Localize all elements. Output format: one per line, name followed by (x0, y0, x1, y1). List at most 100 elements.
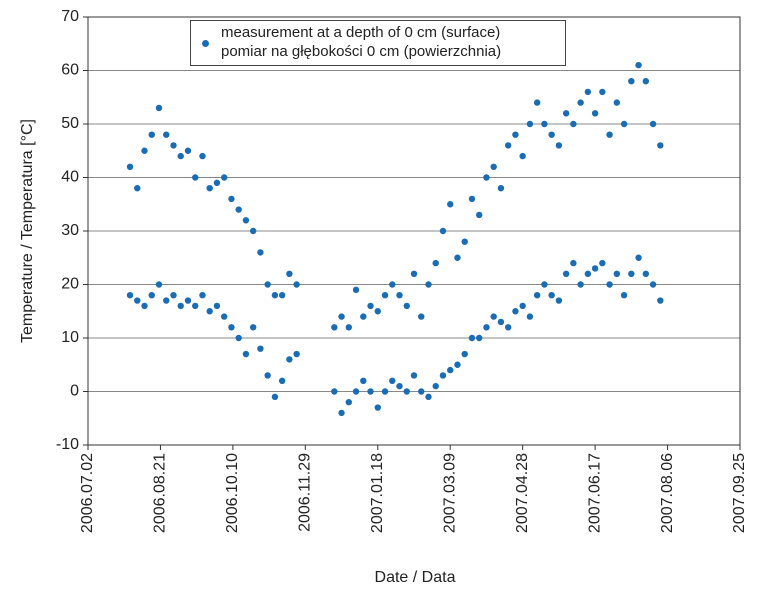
data-point (331, 388, 338, 395)
data-point (360, 313, 367, 320)
data-point (599, 88, 606, 96)
data-point (425, 281, 432, 288)
data-point (331, 324, 338, 331)
x-tick-label: 2007.09.25 (731, 453, 748, 533)
x-tick-label: 2007.01.18 (369, 453, 386, 533)
data-point (228, 195, 235, 203)
data-point (606, 281, 613, 288)
data-point (628, 270, 635, 277)
data-point (257, 345, 264, 352)
data-point (548, 292, 555, 299)
data-point (155, 104, 163, 112)
data-point (134, 297, 141, 304)
data-point (367, 302, 374, 310)
data-point (613, 270, 621, 277)
data-point (352, 286, 360, 294)
plot-frame (87, 16, 741, 446)
data-point (389, 377, 396, 384)
data-point (381, 388, 389, 395)
data-point (533, 292, 541, 299)
data-point (570, 259, 577, 267)
data-point (620, 120, 628, 128)
y-tick-label: 60 (61, 62, 79, 79)
data-point (126, 163, 134, 170)
data-point (562, 270, 570, 277)
data-point (657, 297, 664, 304)
data-point (541, 281, 548, 288)
y-tick-label: 20 (61, 276, 79, 293)
data-point (584, 270, 592, 277)
data-point (418, 313, 425, 320)
data-point (504, 142, 512, 149)
data-point (396, 292, 403, 299)
x-tick-label: 2006.10.10 (224, 453, 241, 533)
y-axis-label: Temperature / Temperatura [°C] (19, 119, 36, 343)
data-point (126, 292, 134, 299)
x-tick-label: 2006.07.02 (79, 453, 96, 533)
legend: measurement at a depth of 0 cm (surface)… (190, 20, 566, 66)
data-point (192, 174, 199, 181)
data-point (584, 88, 592, 96)
data-point (374, 308, 381, 315)
data-point (548, 131, 555, 138)
data-point (155, 281, 163, 288)
data-point (642, 270, 650, 277)
data-point (410, 372, 418, 379)
data-point (599, 259, 606, 267)
data-point (184, 297, 192, 304)
x-tick-label: 2007.06.17 (586, 453, 603, 533)
data-point (570, 120, 577, 128)
data-point (439, 372, 447, 379)
data-point (213, 179, 221, 187)
data-point (148, 131, 155, 138)
data-point (220, 174, 228, 181)
data-point (541, 120, 548, 128)
data-point (242, 217, 250, 224)
data-point (177, 152, 184, 160)
data-point (519, 302, 526, 310)
data-point (235, 206, 242, 213)
data-point (425, 393, 432, 401)
data-point (468, 334, 476, 342)
data-point (264, 372, 271, 379)
data-point (649, 281, 657, 288)
x-tick-label: 2006.11.29 (297, 453, 314, 532)
data-point (635, 61, 642, 69)
data-point (184, 147, 192, 154)
data-point (591, 265, 599, 272)
data-point (490, 163, 497, 170)
data-point (468, 195, 476, 203)
data-point (278, 292, 286, 299)
data-point (461, 238, 468, 245)
y-tick-label: 70 (61, 8, 79, 25)
data-point (642, 78, 650, 85)
y-tick-label: -10 (56, 436, 79, 453)
data-point (389, 281, 396, 288)
data-point (249, 227, 257, 235)
data-point (410, 270, 418, 277)
data-point (476, 211, 483, 219)
data-point (271, 393, 279, 401)
x-tick-label: 2007.04.28 (514, 453, 531, 533)
data-point (163, 131, 170, 138)
data-point (381, 292, 389, 299)
data-point (271, 292, 279, 299)
data-point (338, 409, 345, 417)
data-point (504, 324, 512, 331)
y-tick-label: 40 (61, 169, 79, 186)
data-point (512, 308, 519, 315)
data-point (555, 142, 563, 149)
data-point (432, 382, 439, 390)
data-point (170, 292, 177, 299)
data-point (562, 110, 570, 117)
data-point (519, 152, 526, 160)
data-point (432, 259, 439, 267)
data-point (533, 99, 541, 106)
x-tick-label: 2007.08.06 (659, 453, 676, 533)
data-point (148, 292, 155, 299)
data-point (497, 318, 505, 326)
data-point (367, 388, 374, 395)
data-point (526, 120, 534, 128)
